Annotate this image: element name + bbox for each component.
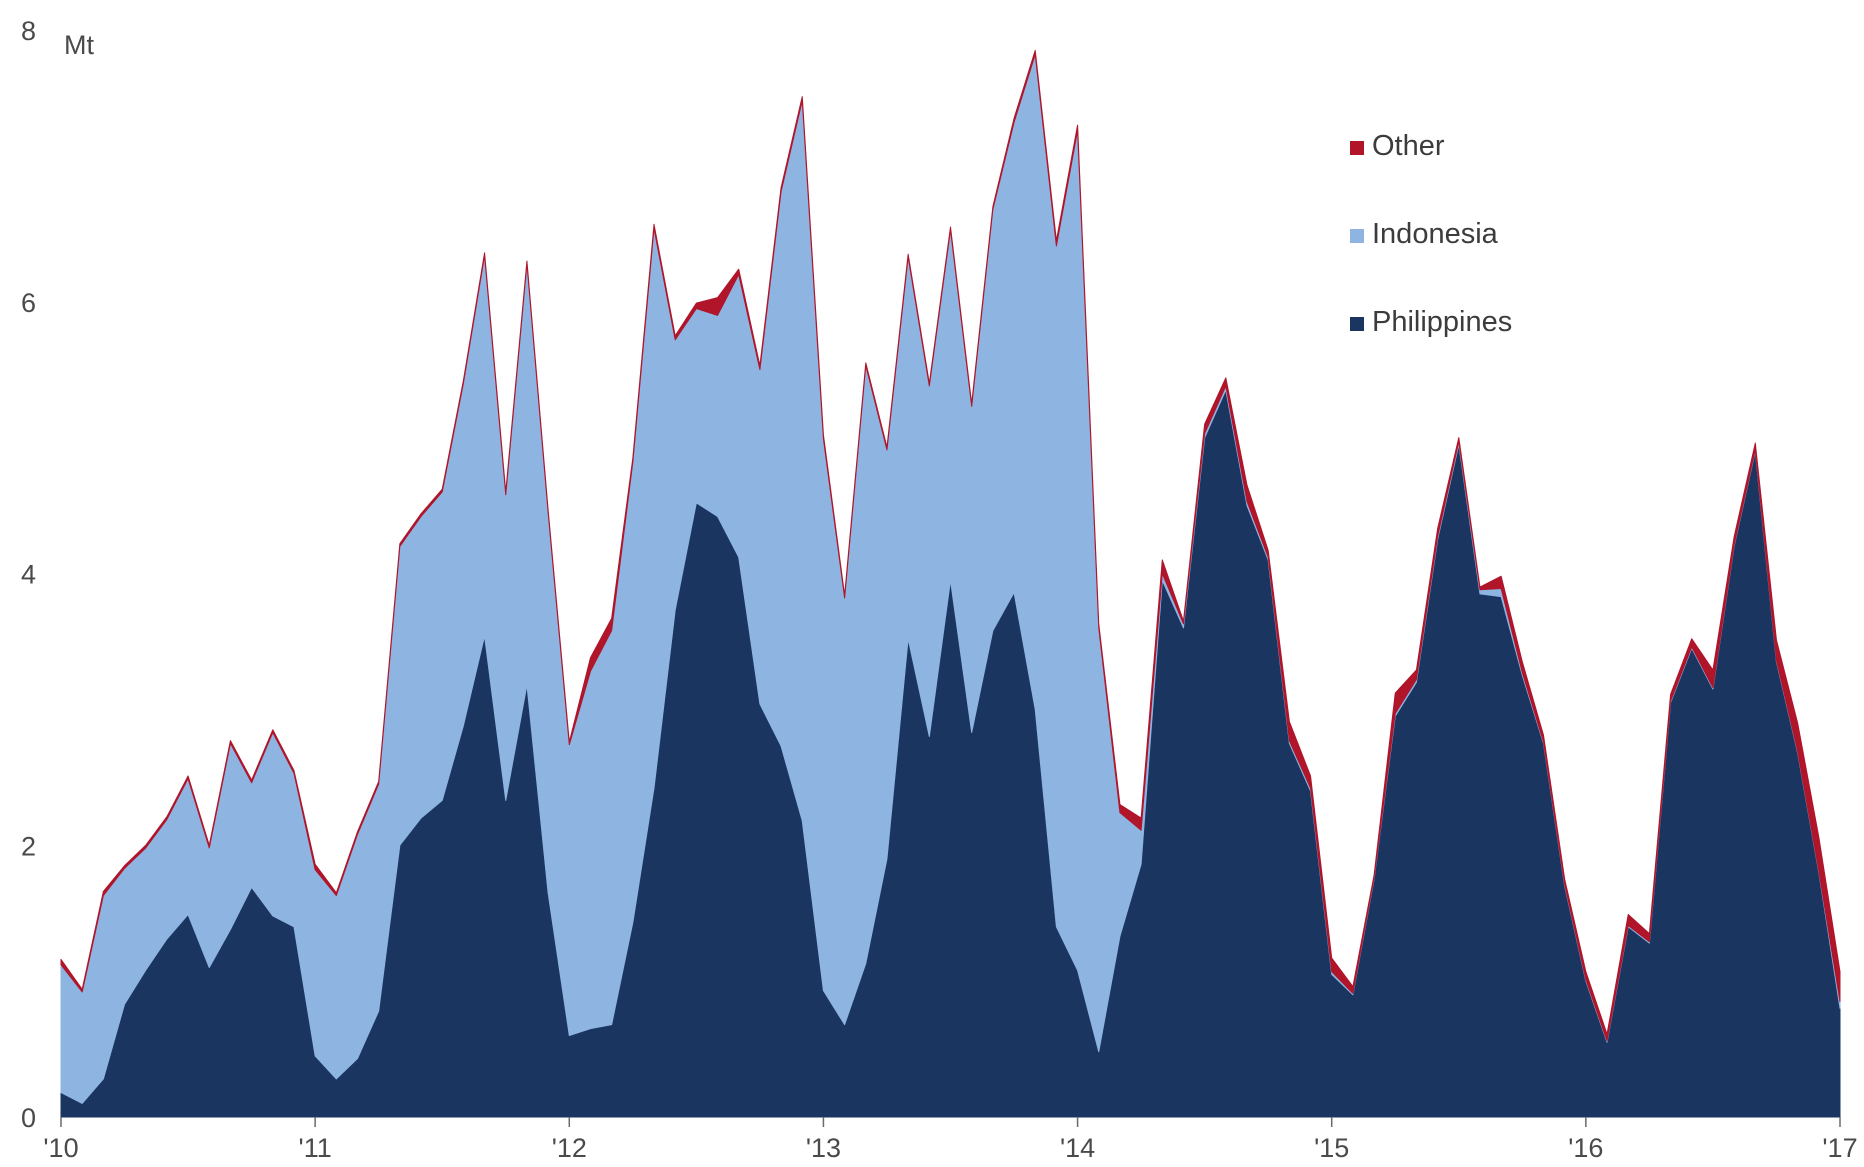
x-tick-label: '13 [806,1133,841,1163]
y-tick-label: 8 [21,16,36,46]
y-axis-ticks: 0 2 4 6 8 [21,16,36,1133]
x-tick-label: '15 [1314,1133,1349,1163]
area-other [60,49,1841,1042]
y-tick-label: 0 [21,1103,36,1133]
legend-label-other: Other [1372,130,1445,162]
y-tick-label: 6 [21,288,36,318]
legend-swatch-philippines [1350,317,1364,331]
legend: Other Indonesia Philippines [1350,130,1512,338]
legend-swatch-indonesia [1350,229,1364,243]
legend-swatch-other [1350,141,1364,155]
legend-label-philippines: Philippines [1372,306,1512,338]
x-axis-ticks: '10 '11 '12 '13 '14 '15 '16 '17 [43,1117,1858,1163]
x-tick-label: '17 [1822,1133,1857,1163]
y-axis-unit-label: Mt [64,30,94,60]
x-tick-label: '16 [1568,1133,1603,1163]
x-tick-label: '14 [1060,1133,1095,1163]
y-tick-label: 4 [21,560,36,590]
area-series-group [60,49,1841,1118]
x-tick-label: '10 [43,1133,78,1163]
x-tick-label: '11 [299,1133,332,1163]
y-tick-label: 2 [21,831,36,861]
legend-label-indonesia: Indonesia [1372,218,1499,250]
x-tick-label: '12 [552,1133,587,1163]
